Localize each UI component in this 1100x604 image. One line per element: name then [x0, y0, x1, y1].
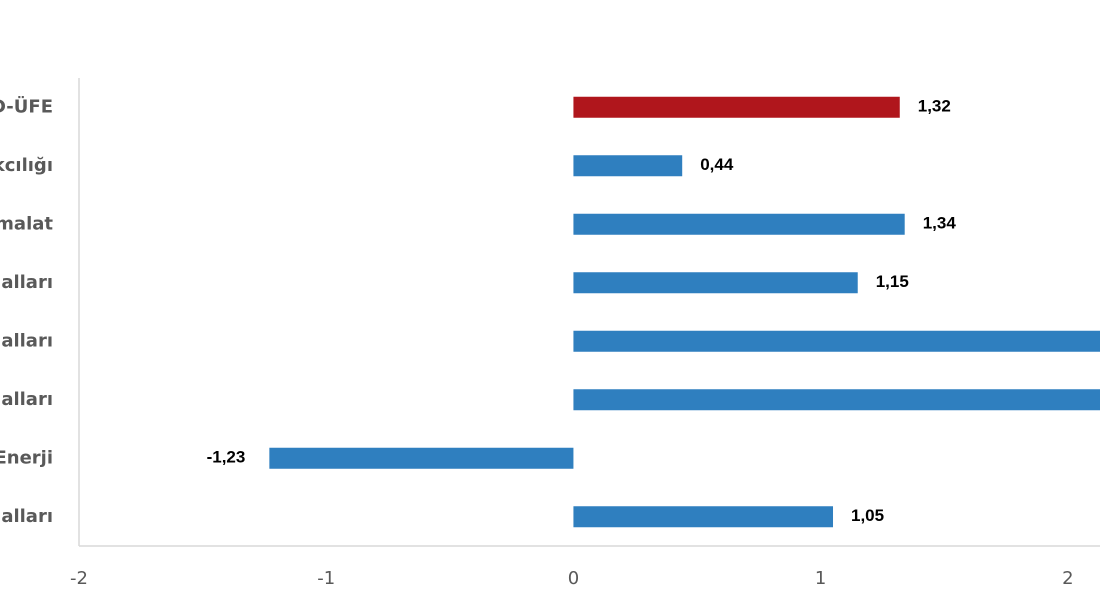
- bar: [573, 389, 1100, 411]
- bar: [573, 506, 834, 528]
- bar: [573, 213, 905, 235]
- category-label: nalları: [0, 506, 53, 527]
- category-label: nalları: [0, 389, 53, 410]
- x-tick-label: 0: [568, 568, 579, 589]
- bar: [269, 447, 574, 469]
- value-label: 1,32: [918, 97, 951, 116]
- category-label: D-ÜFE: [0, 95, 53, 117]
- category-label: nalları: [0, 272, 53, 293]
- category-label: kcılığı: [0, 155, 53, 176]
- bar: [573, 330, 1100, 352]
- value-label: 0,44: [700, 155, 734, 174]
- category-label: nalları: [0, 330, 53, 351]
- x-tick-label: -2: [70, 568, 88, 589]
- x-tick-label: 2: [1062, 568, 1073, 589]
- x-tick-label: -1: [317, 568, 335, 589]
- bar: [573, 96, 900, 118]
- category-label: malat: [0, 213, 53, 234]
- x-tick-label: 1: [815, 568, 826, 589]
- value-label: 1,05: [851, 506, 884, 525]
- bar: [573, 272, 858, 294]
- category-label: Enerji: [0, 447, 53, 468]
- value-label: -1,23: [207, 448, 246, 467]
- value-label: 1,15: [876, 272, 909, 291]
- value-label: 1,34: [923, 214, 957, 233]
- bar: [573, 155, 683, 177]
